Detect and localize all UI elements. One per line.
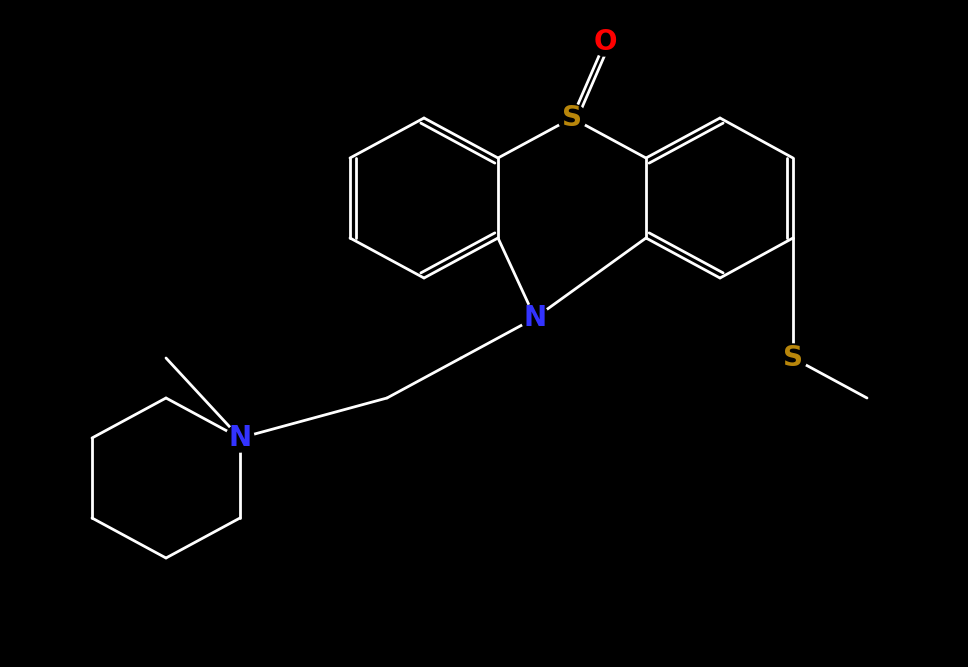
Circle shape <box>591 28 619 56</box>
Circle shape <box>558 104 586 132</box>
Text: S: S <box>562 104 582 132</box>
Circle shape <box>779 344 807 372</box>
Circle shape <box>521 304 549 332</box>
Text: N: N <box>524 304 547 332</box>
Text: O: O <box>593 28 617 56</box>
Circle shape <box>226 424 254 452</box>
Text: N: N <box>228 424 252 452</box>
Text: S: S <box>783 344 803 372</box>
